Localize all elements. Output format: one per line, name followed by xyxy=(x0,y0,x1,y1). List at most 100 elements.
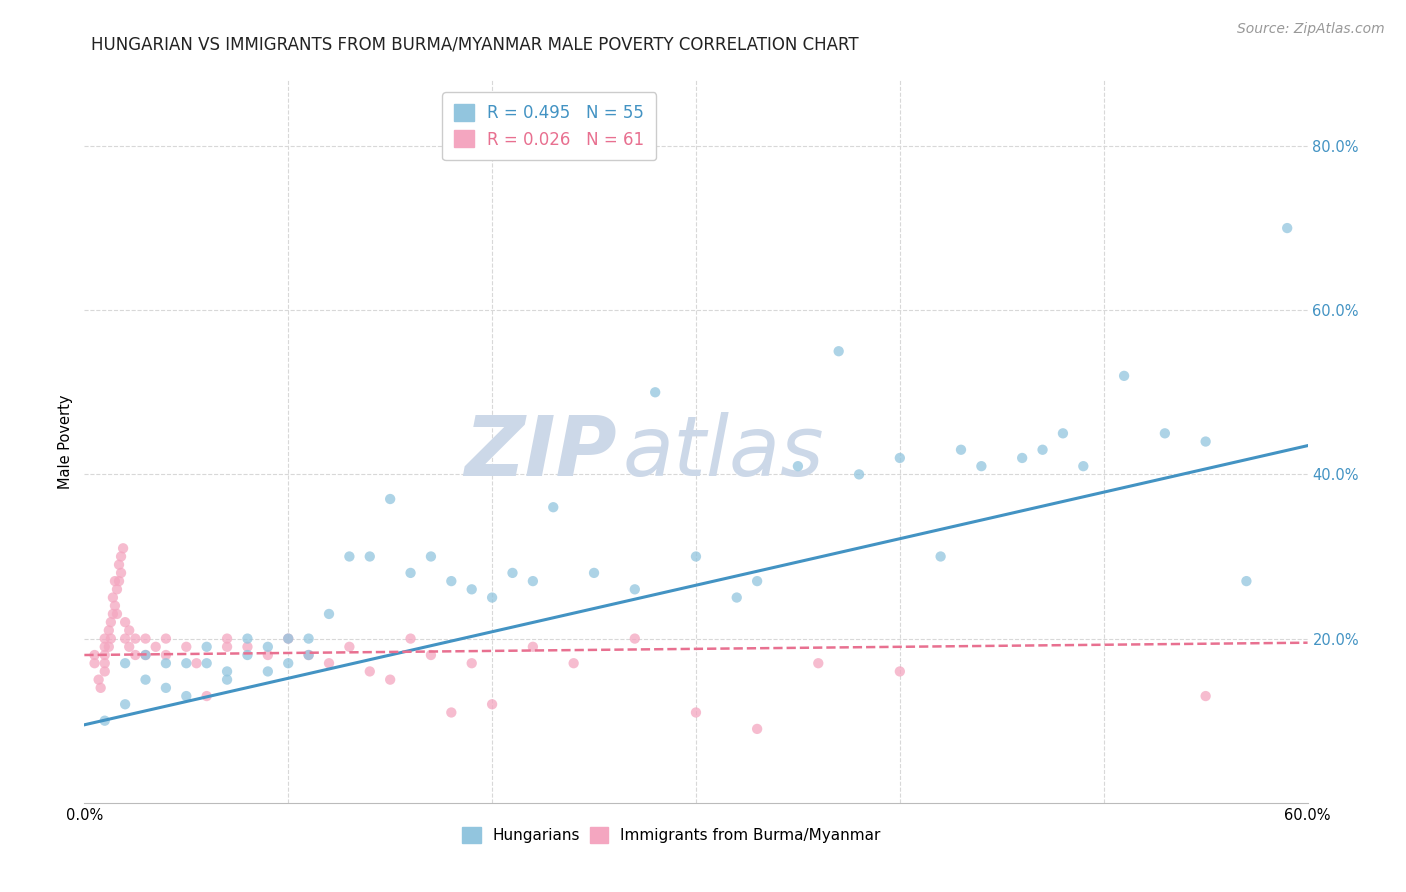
Point xyxy=(174,689,197,703)
Point xyxy=(277,657,299,671)
Point xyxy=(339,549,361,564)
Point xyxy=(217,665,239,679)
Point xyxy=(174,657,197,671)
Point xyxy=(420,648,443,662)
Point xyxy=(104,574,127,588)
Point xyxy=(1154,426,1177,441)
Point xyxy=(135,673,157,687)
Point xyxy=(101,607,124,621)
Point xyxy=(104,599,127,613)
Point xyxy=(93,632,115,646)
Point xyxy=(440,706,463,720)
Point xyxy=(105,582,128,597)
Point xyxy=(93,657,115,671)
Point xyxy=(380,491,402,506)
Point xyxy=(359,665,381,679)
Point xyxy=(807,657,830,671)
Point xyxy=(257,640,280,654)
Legend: Hungarians, Immigrants from Burma/Myanmar: Hungarians, Immigrants from Burma/Myanma… xyxy=(457,822,887,849)
Point xyxy=(93,665,115,679)
Point xyxy=(1073,459,1095,474)
Point xyxy=(1277,221,1299,235)
Point xyxy=(135,648,157,662)
Point xyxy=(399,566,422,580)
Point xyxy=(889,450,911,465)
Point xyxy=(186,657,208,671)
Point xyxy=(848,467,870,482)
Point xyxy=(562,657,585,671)
Point xyxy=(277,632,299,646)
Text: Source: ZipAtlas.com: Source: ZipAtlas.com xyxy=(1237,22,1385,37)
Text: HUNGARIAN VS IMMIGRANTS FROM BURMA/MYANMAR MALE POVERTY CORRELATION CHART: HUNGARIAN VS IMMIGRANTS FROM BURMA/MYANM… xyxy=(91,36,859,54)
Point xyxy=(257,648,280,662)
Point xyxy=(87,673,110,687)
Point xyxy=(318,657,340,671)
Point xyxy=(83,657,105,671)
Point xyxy=(543,500,565,515)
Point xyxy=(359,549,381,564)
Point xyxy=(118,624,141,638)
Point xyxy=(787,459,810,474)
Point xyxy=(135,632,157,646)
Point xyxy=(380,673,402,687)
Point xyxy=(195,689,218,703)
Point xyxy=(195,657,218,671)
Point xyxy=(108,558,131,572)
Point xyxy=(747,722,769,736)
Point xyxy=(90,681,112,695)
Point xyxy=(1052,426,1074,441)
Point xyxy=(522,574,544,588)
Point xyxy=(100,632,122,646)
Point xyxy=(155,681,177,695)
Point xyxy=(195,640,218,654)
Point xyxy=(110,566,132,580)
Point xyxy=(1236,574,1258,588)
Point xyxy=(1011,450,1033,465)
Point xyxy=(236,648,259,662)
Point xyxy=(114,615,136,630)
Point xyxy=(83,648,105,662)
Point xyxy=(93,640,115,654)
Point xyxy=(93,714,115,728)
Point xyxy=(685,706,707,720)
Point xyxy=(108,574,131,588)
Point xyxy=(1032,442,1054,457)
Point xyxy=(644,385,666,400)
Point xyxy=(114,698,136,712)
Point xyxy=(97,624,120,638)
Point xyxy=(236,632,259,646)
Point xyxy=(1195,434,1218,449)
Point xyxy=(155,648,177,662)
Point xyxy=(236,640,259,654)
Point xyxy=(461,657,484,671)
Point xyxy=(950,442,973,457)
Text: atlas: atlas xyxy=(623,412,824,493)
Point xyxy=(685,549,707,564)
Point xyxy=(114,632,136,646)
Point xyxy=(298,648,321,662)
Point xyxy=(440,574,463,588)
Point xyxy=(1114,368,1136,383)
Point xyxy=(135,648,157,662)
Point xyxy=(100,615,122,630)
Point xyxy=(114,657,136,671)
Point xyxy=(725,591,748,605)
Point xyxy=(624,632,647,646)
Point xyxy=(481,698,503,712)
Point xyxy=(318,607,340,621)
Point xyxy=(155,657,177,671)
Point xyxy=(522,640,544,654)
Point xyxy=(277,632,299,646)
Point xyxy=(1195,689,1218,703)
Point xyxy=(298,632,321,646)
Point xyxy=(481,591,503,605)
Point xyxy=(110,549,132,564)
Point xyxy=(461,582,484,597)
Point xyxy=(257,665,280,679)
Point xyxy=(399,632,422,646)
Point xyxy=(145,640,167,654)
Point xyxy=(339,640,361,654)
Point xyxy=(298,648,321,662)
Point xyxy=(889,665,911,679)
Point xyxy=(624,582,647,597)
